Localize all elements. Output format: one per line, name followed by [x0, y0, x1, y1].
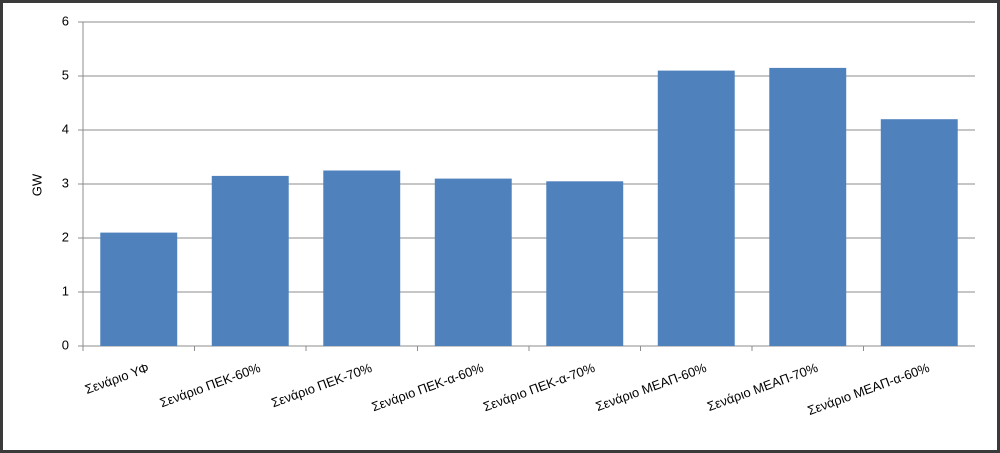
bar	[100, 232, 178, 346]
y-axis-label: GW	[29, 173, 44, 196]
bar	[323, 170, 401, 346]
y-tick-label: 6	[62, 13, 69, 28]
y-tick-label: 5	[62, 67, 69, 82]
y-tick-label: 0	[62, 337, 69, 352]
y-tick-label: 4	[62, 121, 69, 136]
y-tick-label: 1	[62, 283, 69, 298]
bar	[657, 70, 735, 346]
bar	[434, 178, 512, 346]
bar	[880, 119, 958, 346]
bar	[769, 67, 847, 347]
bar	[546, 181, 624, 346]
bar	[211, 175, 289, 346]
y-tick-label: 3	[62, 175, 69, 190]
y-tick-label: 2	[62, 229, 69, 244]
